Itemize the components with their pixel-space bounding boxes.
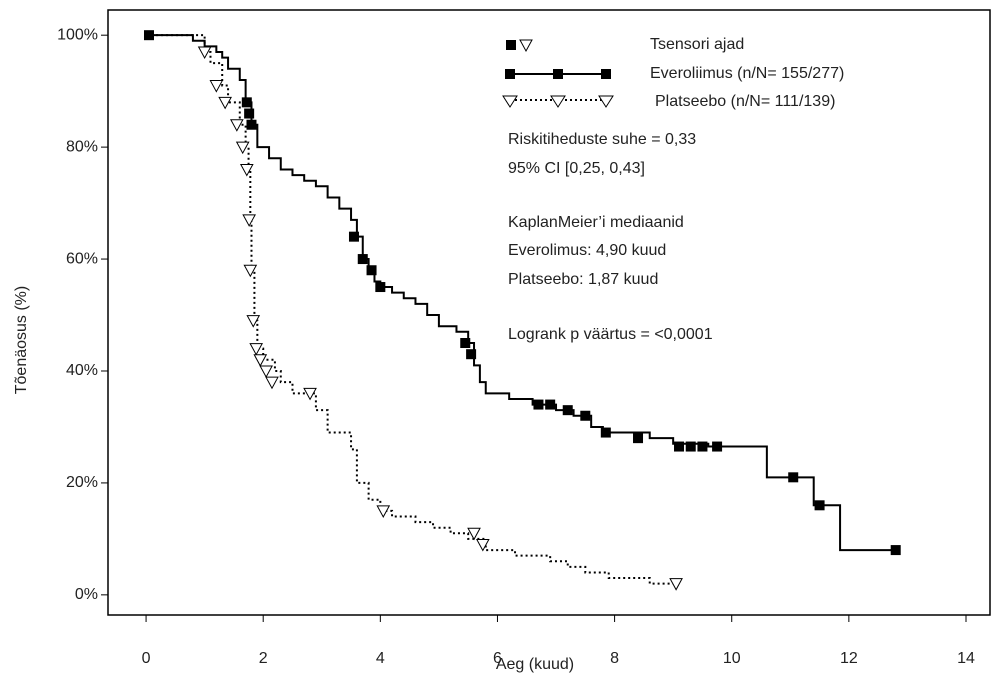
censor-mark xyxy=(241,97,252,108)
x-tick-label: 12 xyxy=(840,650,858,667)
y-tick-label: 0% xyxy=(75,586,98,603)
legend-triangle xyxy=(502,95,518,108)
censor-mark xyxy=(235,141,250,155)
censor-mark xyxy=(253,354,268,367)
censor-mark xyxy=(545,399,556,410)
censor-mark xyxy=(685,441,696,452)
censor-mark xyxy=(348,231,359,242)
x-tick-label: 0 xyxy=(142,650,151,667)
plot-frame xyxy=(107,9,991,616)
censor-mark xyxy=(243,264,258,278)
censor-mark xyxy=(475,538,490,552)
y-tick-label: 60% xyxy=(66,250,98,267)
censor-mark xyxy=(460,338,471,349)
annotation: KaplanMeier’i mediaanid xyxy=(508,214,684,231)
y-tick-label: 40% xyxy=(66,362,98,379)
annotations: Riskitiheduste suhe = 0,33 95% CI [0,25,… xyxy=(508,131,713,343)
annotation: Everolimus: 4,90 kuud xyxy=(508,242,666,259)
legend-label: Platseebo (n/N= 111/139) xyxy=(655,93,835,110)
censor-mark xyxy=(242,214,256,227)
y-tick-label: 20% xyxy=(66,474,98,491)
annotation: Riskitiheduste suhe = 0,33 xyxy=(508,131,696,148)
censor-mark xyxy=(197,46,212,60)
x-tick-label: 14 xyxy=(957,650,975,667)
legend-censor: Tsensori ajad xyxy=(650,36,744,53)
censor-mark xyxy=(265,376,279,390)
censor-mark xyxy=(814,500,825,511)
censor-mark xyxy=(669,578,683,591)
x-tick-label: 8 xyxy=(610,650,619,667)
censor-mark xyxy=(218,96,232,110)
censor-mark xyxy=(230,119,244,132)
censor-mark xyxy=(246,315,261,328)
legend-square xyxy=(506,40,516,50)
legend-square xyxy=(553,69,563,79)
survival-curve xyxy=(146,34,896,552)
legend-square xyxy=(505,69,515,79)
legend-triangle xyxy=(519,39,533,53)
censor-mark xyxy=(375,282,386,293)
censor-mark xyxy=(246,119,257,130)
annotation: Logrank p väärtus = <0,0001 xyxy=(508,326,713,343)
censor-mark xyxy=(467,527,481,541)
x-tick-label: 6 xyxy=(493,650,502,667)
survival-curve xyxy=(146,34,677,585)
annotation: 95% CI [0,25, 0,43] xyxy=(508,160,645,177)
censor-mark xyxy=(600,427,611,438)
censor-mark xyxy=(303,387,317,401)
legend-label: Everoliimus (n/N= 155/277) xyxy=(650,65,844,82)
x-tick-label: 4 xyxy=(376,650,385,667)
y-tick-label: 80% xyxy=(66,138,98,155)
y-axis-label: Tõenäosus (%) xyxy=(13,286,30,395)
censor-mark xyxy=(712,441,723,452)
censor-mark xyxy=(259,365,273,379)
censor-mark xyxy=(244,108,255,119)
annotation: Platseebo: 1,87 kuud xyxy=(508,271,658,288)
censor-mark xyxy=(533,399,544,410)
x-tick-label: 2 xyxy=(259,650,268,667)
censor-mark xyxy=(580,410,591,421)
censor-mark xyxy=(890,545,901,556)
x-tick-label: 10 xyxy=(723,650,741,667)
censor-mark xyxy=(143,30,154,41)
y-tick-label: 100% xyxy=(57,26,98,43)
censor-mark xyxy=(633,433,644,444)
censor-mark xyxy=(249,343,264,356)
censor-mark xyxy=(357,254,368,265)
censor-mark xyxy=(466,349,477,360)
censor-mark xyxy=(209,80,224,93)
legend-triangle xyxy=(598,95,614,108)
censor-mark xyxy=(674,441,685,452)
x-axis-label: Aeg (kuud) xyxy=(496,656,574,673)
legend-triangle xyxy=(550,95,566,108)
legend-square xyxy=(601,69,611,79)
censor-mark xyxy=(788,472,799,483)
censor-mark xyxy=(697,441,708,452)
censor-mark xyxy=(562,405,573,416)
censor-mark xyxy=(239,164,254,177)
censor-mark xyxy=(376,505,391,518)
legend: Tsensori ajad Everoliimus (n/N= 155/277)… xyxy=(502,36,844,110)
censor-mark xyxy=(366,265,377,276)
